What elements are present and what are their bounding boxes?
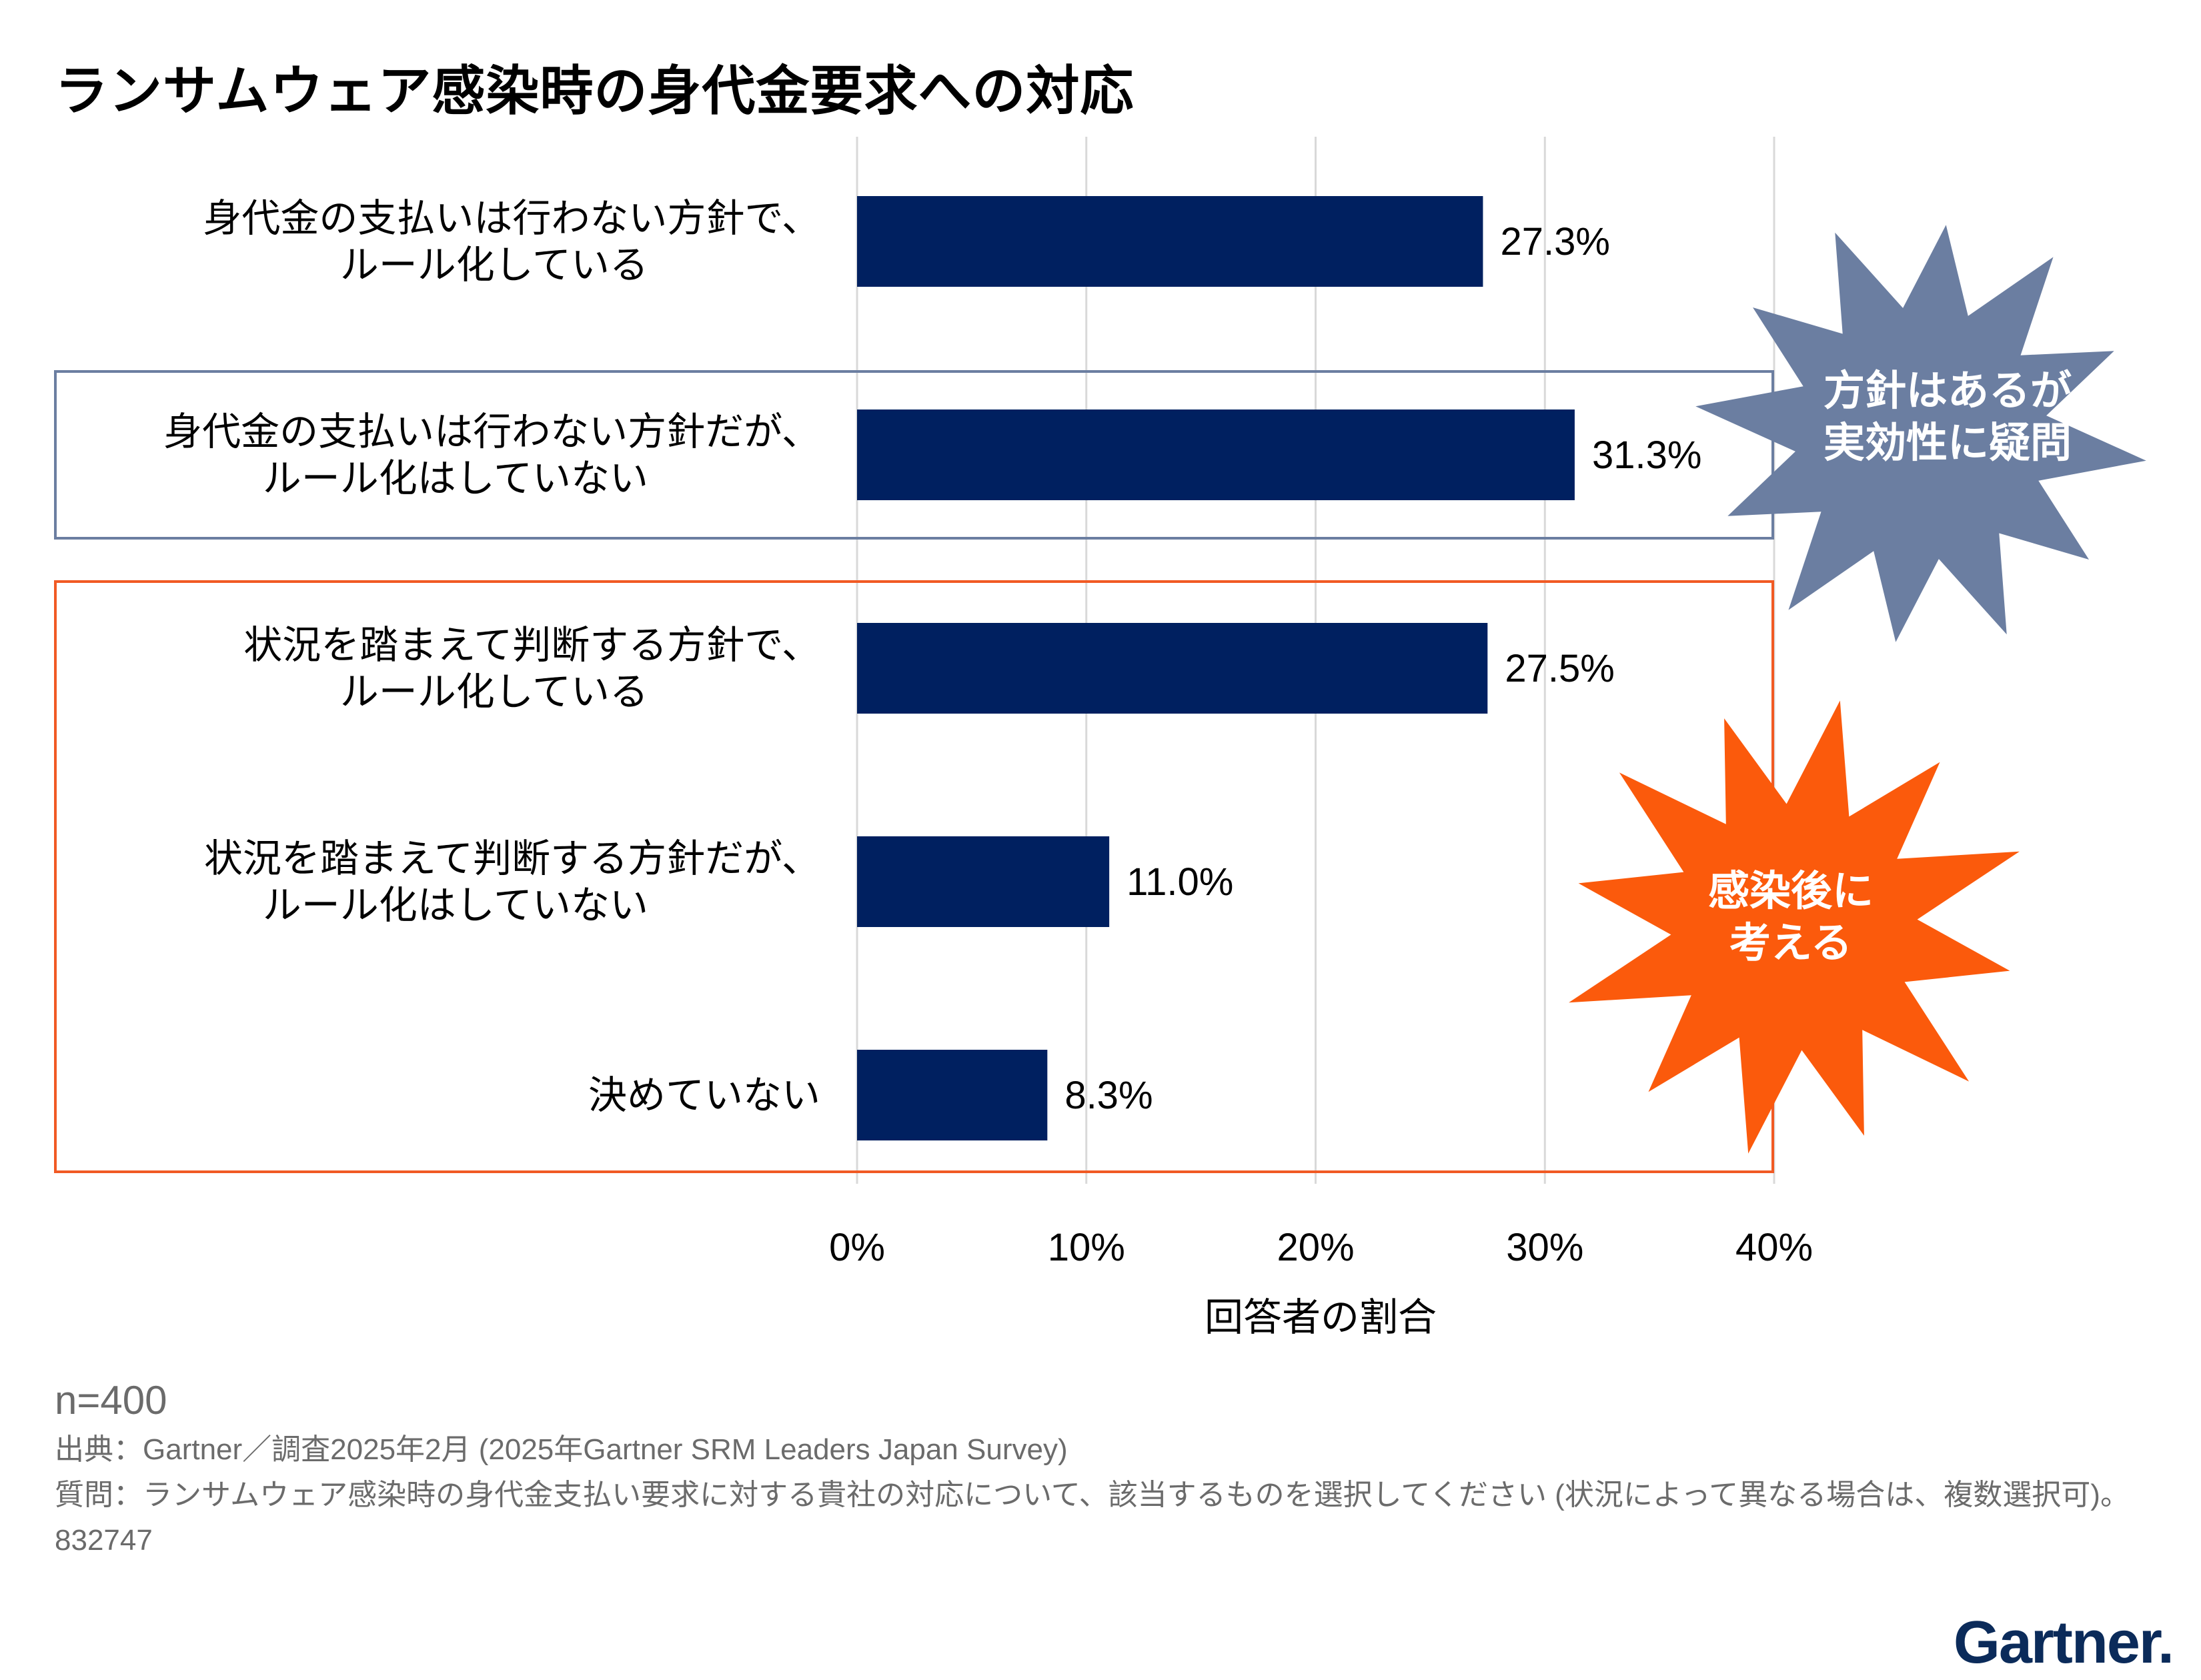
bars (857, 196, 1575, 1140)
callout-after-line-2: 考える (1729, 920, 1853, 966)
x-tick-label-40: 40% (1735, 1226, 1813, 1269)
category-label-3: 状況を踏まえて判断する方針で、ルール化している (243, 624, 820, 714)
value-label-3: 27.5% (1505, 647, 1614, 690)
callout-policy-line-1: 方針はあるが (1823, 368, 2072, 414)
gartner-logo: Gartner. (1953, 1609, 2174, 1676)
chart-title: ランサムウェア感染時の身代金要求への対応 (55, 61, 1135, 121)
value-label-5: 8.3% (1064, 1074, 1153, 1117)
sample-size: n=400 (55, 1378, 167, 1423)
category-labels: 身代金の支払いは行わない方針で、ルール化している身代金の支払いは行わない方針だが… (163, 197, 820, 1117)
category-label-1-line-1: 身代金の支払いは行わない方針で、 (203, 197, 820, 240)
x-tick-label-0: 0% (829, 1226, 885, 1269)
x-tick-labels: 0% 10% 20% 30% 40% (829, 1226, 1813, 1269)
x-axis-title: 回答者の割合 (1205, 1296, 1437, 1339)
category-label-4-line-2: ルール化はしていない (263, 884, 648, 927)
callout-after-line-1: 感染後に (1707, 868, 1874, 914)
x-tick-label-30: 30% (1506, 1226, 1583, 1269)
category-label-3-line-2: ルール化している (340, 670, 648, 714)
category-label-5-line-1: 決めていない (588, 1074, 820, 1117)
bar-5 (857, 1050, 1048, 1140)
x-tick-label-10: 10% (1048, 1226, 1125, 1269)
callout-after-burst (1569, 700, 2020, 1154)
x-tick-label-20: 20% (1277, 1226, 1354, 1269)
callout-policy-burst (1695, 225, 2146, 642)
category-label-2-line-1: 身代金の支払いは行わない方針だが、 (163, 410, 820, 454)
question-note: 質問：ランサムウェア感染時の身代金支払い要求に対する貴社の対応について、該当する… (55, 1479, 2130, 1511)
category-label-4-line-1: 状況を踏まえて判断する方針だが、 (204, 837, 820, 880)
bar-4 (857, 836, 1110, 927)
source-note: 出典：Gartner／調査2025年2月 (2025年Gartner SRM L… (55, 1433, 1068, 1466)
bar-3 (857, 623, 1488, 714)
document-id: 832747 (55, 1524, 153, 1557)
footer: n=400 出典：Gartner／調査2025年2月 (2025年Gartner… (55, 1374, 2130, 1563)
value-labels: 27.3% 31.3% 27.5% 11.0% 8.3% (1064, 220, 1701, 1117)
category-label-5: 決めていない (588, 1074, 820, 1117)
callout-policy-text: 方針はあるが 実効性に疑問 (1747, 365, 2148, 470)
bar-2 (857, 409, 1575, 500)
callout-policy-line-2: 実効性に疑問 (1823, 420, 2072, 466)
category-label-2-line-2: ルール化はしていない (263, 457, 648, 500)
callout-bursts (1569, 225, 2146, 1154)
category-label-1: 身代金の支払いは行わない方針で、ルール化している (203, 197, 820, 287)
category-label-2: 身代金の支払いは行わない方針だが、ルール化はしていない (163, 410, 820, 500)
category-label-1-line-2: ルール化している (340, 243, 648, 287)
bar-1 (857, 196, 1483, 287)
value-label-4: 11.0% (1127, 860, 1233, 904)
value-label-1: 27.3% (1500, 220, 1609, 263)
callout-after-text: 感染後に 考える (1597, 866, 1984, 970)
value-label-2: 31.3% (1592, 434, 1701, 477)
category-label-4: 状況を踏まえて判断する方針だが、ルール化はしていない (204, 837, 820, 927)
group-frame-1 (54, 370, 1774, 540)
category-label-3-line-1: 状況を踏まえて判断する方針で、 (243, 624, 820, 667)
